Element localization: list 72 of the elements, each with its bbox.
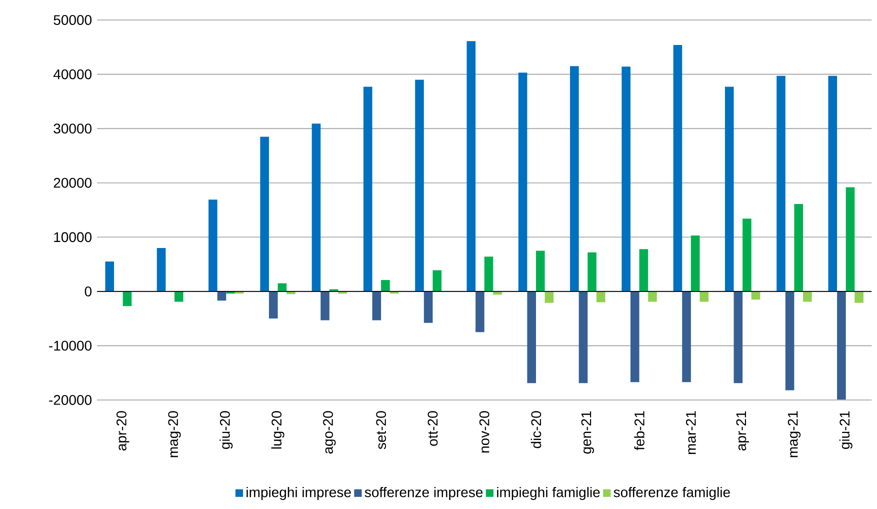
bar xyxy=(320,291,330,320)
bar xyxy=(536,250,545,292)
bar xyxy=(776,76,786,292)
bar xyxy=(105,262,114,292)
legend-label: sofferenze famiglie xyxy=(614,486,730,500)
x-tick-label: set-20 xyxy=(376,411,386,450)
legend-label: sofferenze imprese xyxy=(364,486,483,500)
x-tick-label: giu-21 xyxy=(839,411,852,449)
legend-label: impieghi imprese xyxy=(246,486,351,500)
bar xyxy=(381,280,390,292)
bar xyxy=(432,270,442,292)
bar xyxy=(837,291,846,400)
bar xyxy=(622,66,630,292)
bar xyxy=(466,41,476,292)
bar xyxy=(208,200,218,292)
bar xyxy=(596,291,606,302)
x-tick-label: mag-20 xyxy=(168,411,181,458)
bar xyxy=(690,236,700,292)
x-tick-label: feb-21 xyxy=(634,411,644,450)
y-tick-label: 10000 xyxy=(54,232,92,242)
bar xyxy=(724,86,734,292)
x-tick-label: lug-20 xyxy=(271,411,284,449)
bar xyxy=(673,44,682,292)
x-tick-label: dic-20 xyxy=(530,411,542,448)
bar xyxy=(122,291,132,306)
y-tick-label: 20000 xyxy=(54,178,92,188)
bar xyxy=(527,291,536,384)
bar xyxy=(700,291,709,302)
y-tick-label: -20000 xyxy=(49,395,92,405)
x-tick-label: giu-20 xyxy=(220,411,233,449)
legend-label: impieghi famiglie xyxy=(497,486,600,500)
bar xyxy=(828,76,838,292)
bar xyxy=(476,291,484,332)
bar xyxy=(785,291,794,390)
bar xyxy=(363,86,372,292)
y-tick-label: 40000 xyxy=(53,69,92,80)
x-tick-label: ago-20 xyxy=(323,411,336,454)
bar xyxy=(518,72,528,292)
bar xyxy=(648,291,657,302)
y-tick-label: 0 xyxy=(84,286,92,296)
bar xyxy=(372,291,382,320)
bar xyxy=(682,291,691,382)
bar xyxy=(174,291,184,302)
bar xyxy=(742,218,752,292)
bar xyxy=(639,249,648,292)
bar xyxy=(794,204,804,292)
x-tick-label: mar-21 xyxy=(686,411,696,454)
y-tick-label: 50000 xyxy=(54,15,92,25)
bar xyxy=(424,291,433,323)
bar xyxy=(588,252,596,292)
bar xyxy=(630,291,640,382)
x-tick-label: mag-21 xyxy=(788,411,801,458)
y-tick-label: 30000 xyxy=(54,124,92,134)
bar xyxy=(854,291,864,303)
bar xyxy=(846,187,855,292)
bar xyxy=(484,256,494,292)
x-tick-label: apr-21 xyxy=(736,411,749,450)
x-tick-label: ott-20 xyxy=(428,411,438,446)
bar xyxy=(312,124,321,292)
y-tick-label: -10000 xyxy=(49,340,92,351)
bar xyxy=(803,291,812,302)
bar xyxy=(415,80,424,292)
bar xyxy=(544,291,554,303)
x-tick-label: apr-20 xyxy=(116,411,130,450)
bar xyxy=(734,291,743,384)
x-tick-label: gen-21 xyxy=(581,411,594,454)
bar xyxy=(156,248,166,292)
bar xyxy=(570,66,579,292)
bar xyxy=(260,136,269,292)
bar xyxy=(578,291,588,384)
x-tick-label: nov-20 xyxy=(479,411,490,452)
bar xyxy=(268,291,278,319)
